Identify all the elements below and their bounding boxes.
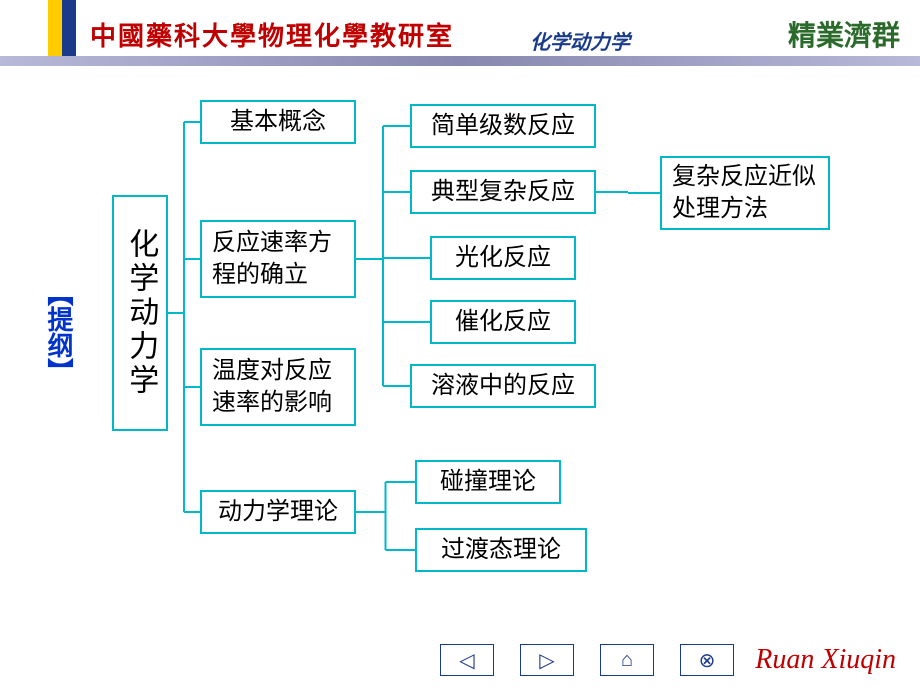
header-divider: [0, 56, 920, 66]
node-root: 化学动力学: [112, 195, 168, 431]
author-signature: Ruan Xiuqin: [755, 644, 896, 676]
title-chapter: 化学动力学: [530, 26, 630, 55]
header: 中國藥科大學物理化學教研室 化学动力学 精業濟群: [0, 0, 920, 80]
node-c2: 反应速率方程的确立: [200, 220, 356, 298]
node-g3: 光化反应: [430, 236, 576, 280]
node-c1: 基本概念: [200, 100, 356, 144]
node-c3: 温度对反应速率的影响: [200, 348, 356, 426]
nav-home[interactable]: ⌂: [600, 644, 654, 676]
footer: ◁ ▷ ⌂ ⊗ Ruan Xiuqin: [0, 632, 920, 676]
title-institution: 中國藥科大學物理化學教研室: [90, 16, 454, 53]
node-g5: 溶液中的反应: [410, 364, 596, 408]
node-c4: 动力学理论: [200, 490, 356, 534]
node-g4: 催化反应: [430, 300, 576, 344]
node-g2: 典型复杂反应: [410, 170, 596, 214]
title-motto: 精業濟群: [788, 14, 900, 54]
accent-bar-blue: [62, 0, 76, 60]
node-g1: 简单级数反应: [410, 104, 596, 148]
nav-close[interactable]: ⊗: [680, 644, 734, 676]
node-t1: 碰撞理论: [415, 460, 561, 504]
node-g6: 复杂反应近似处理方法: [660, 156, 830, 230]
nav-next[interactable]: ▷: [520, 644, 574, 676]
accent-bar-yellow: [48, 0, 62, 60]
nav-prev[interactable]: ◁: [440, 644, 494, 676]
node-t2: 过渡态理论: [415, 528, 587, 572]
outline-tree: 【提纲】 化学动力学基本概念反应速率方程的确立温度对反应速率的影响动力学理论简单…: [0, 90, 920, 630]
